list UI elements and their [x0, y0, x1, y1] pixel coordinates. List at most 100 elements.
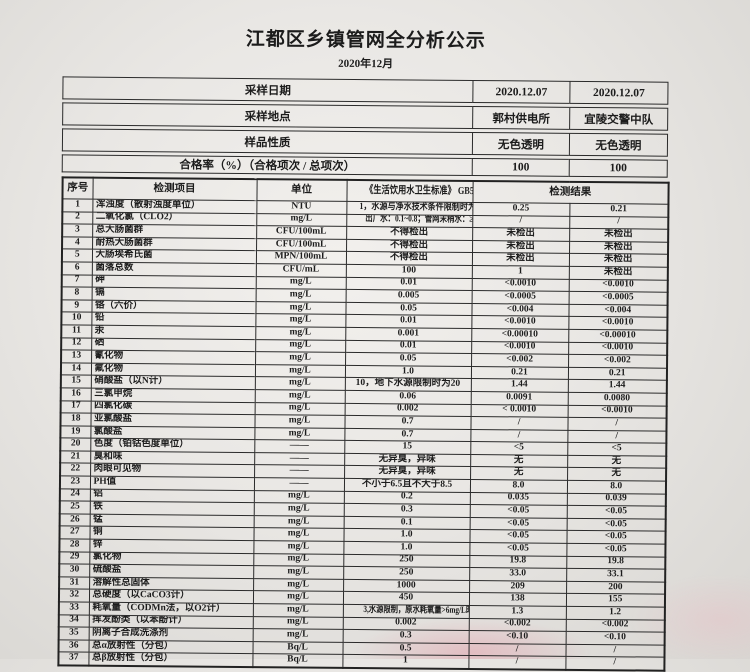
cell-result-1: < 0.0010	[470, 403, 568, 418]
cell-row-number: 27	[59, 526, 90, 540]
cell-unit: mg/L	[253, 540, 344, 555]
cell-row-number: 36	[58, 639, 89, 653]
cell-unit: mg/L	[254, 414, 345, 429]
cell-unit: mg/L	[254, 389, 345, 403]
cell-standard-label: 不得检出	[390, 227, 429, 238]
cell-result-1: <0.0005	[471, 290, 569, 305]
cell-unit: Bq/L	[252, 641, 343, 655]
cell-item-label: 耗氧量（CODMn法，以O2计）	[92, 602, 226, 614]
col-header-standard-label: 《生活饮用水卫生标准》 GB5749	[364, 185, 473, 198]
info-row-label: 采样日期	[62, 76, 473, 103]
cell-result-2: <0.002	[565, 618, 665, 633]
info-row: 样品性质 无色透明 无色透明	[61, 128, 669, 157]
cell-result-2: /	[567, 430, 667, 444]
cell-standard: 不小于6.5且不大于8.5	[343, 478, 471, 493]
cell-result-1: <0.05	[469, 517, 567, 531]
cell-standard-label: 100	[401, 265, 417, 276]
cell-unit: mg/L	[253, 553, 344, 567]
cell-item-label: 总β放射性（分包）	[91, 652, 174, 664]
cell-result-1: 1.3	[468, 605, 566, 619]
cell-result-1: <0.05	[469, 504, 567, 519]
cell-row-number: 35	[58, 627, 89, 640]
cell-standard-label: 无异臭，异味	[378, 453, 436, 465]
cell-standard: 250	[343, 554, 470, 568]
cell-standard-label: 1.0	[401, 365, 414, 377]
cell-standard: 1.0	[343, 528, 470, 543]
cell-standard-label: 0.01	[400, 315, 417, 326]
cell-row-number: 17	[60, 400, 91, 414]
cell-standard: 100	[345, 264, 472, 279]
cell-result-1: <0.05	[469, 542, 567, 556]
cell-standard-label: 0.1	[400, 517, 413, 528]
cell-item-label: 汞	[94, 325, 105, 336]
cell-result-2: <5	[567, 442, 667, 457]
col-header-result: 检测结果	[472, 180, 669, 205]
cell-item-label: 阴离子合成洗涤剂	[92, 627, 169, 639]
cell-unit: CFU/100mL	[256, 238, 347, 252]
cell-row-number: 29	[59, 551, 90, 565]
cell-row-number: 8	[61, 287, 92, 300]
cell-standard: 不得检出	[345, 251, 473, 266]
cell-row-number: 9	[61, 299, 92, 313]
cell-standard: 不得检出	[346, 239, 473, 253]
cell-result-2: /	[565, 644, 665, 658]
cell-unit: mg/L	[256, 213, 347, 227]
cell-result-2: 未检出	[569, 228, 669, 242]
cell-standard: 出厂水：0.1~0.8；管网末稍水：≥0.02	[346, 213, 473, 228]
cell-unit: mg/L	[254, 376, 345, 391]
cell-result-1: <0.0010	[471, 341, 569, 355]
cell-result-1: 未检出	[472, 227, 570, 242]
cell-result-1: /	[470, 416, 568, 431]
cell-unit: mg/L	[252, 616, 343, 630]
cell-unit: mg/L	[255, 313, 346, 328]
cell-item-label: 氟化物	[94, 363, 124, 374]
cell-result-2: <0.00010	[568, 329, 668, 343]
cell-unit: mg/L	[253, 578, 344, 592]
cell-standard: 0.05	[345, 352, 472, 367]
cell-standard: 0.1	[343, 516, 470, 530]
cell-result-1: /	[470, 429, 568, 443]
cell-standard: 0.01	[345, 314, 472, 329]
cell-standard-label: 0.01	[399, 340, 417, 351]
cell-item-label: 氰化物	[94, 350, 124, 361]
cell-row-number: 30	[59, 564, 90, 577]
cell-unit: mg/L	[255, 339, 346, 353]
cell-result-2: 200	[566, 581, 666, 595]
cell-standard: 0.001	[345, 327, 472, 342]
cell-standard: 1	[342, 654, 469, 669]
cell-result-1: 未检出	[471, 252, 570, 267]
cell-standard-label: 0.3	[400, 504, 413, 515]
cell-unit: mg/L	[252, 590, 344, 605]
cell-standard-label: 0.3	[399, 630, 412, 641]
cell-result-2: /	[567, 417, 667, 431]
cell-item-label: 臭和味	[93, 451, 123, 462]
cell-result-2: 无	[567, 455, 667, 469]
cell-result-1: 19.8	[469, 555, 567, 569]
cell-result-1: 无	[470, 454, 568, 468]
cell-standard-label: 3,水源限制，原水耗氧量>6mg/L时为5	[362, 604, 469, 616]
cell-result-1: 0.21	[470, 366, 569, 380]
cell-unit: mg/L	[255, 276, 346, 290]
cell-standard: 1.0	[343, 541, 470, 556]
cell-result-1: <0.002	[471, 353, 569, 368]
cell-standard: 0.01	[345, 276, 472, 291]
info-row-value-2: 2020.12.07	[569, 80, 669, 105]
cell-row-number: 26	[59, 513, 90, 527]
cell-row-number: 3	[62, 224, 93, 237]
cell-row-number: 6	[61, 261, 92, 275]
cell-result-2: <0.05	[566, 505, 666, 520]
cell-item-label: 氯化物	[92, 552, 122, 563]
cell-item-label: 铜	[93, 526, 103, 538]
cell-unit: mg/L	[254, 364, 346, 378]
cell-unit: mg/L	[252, 628, 343, 643]
cell-result-2: <0.05	[566, 518, 666, 532]
cell-standard: 0.06	[344, 390, 471, 404]
cell-result-1: 1.44	[470, 378, 568, 393]
cell-item-label: 耐热大肠菌群	[95, 237, 153, 248]
cell-result-2: 155	[565, 593, 666, 608]
cell-result-2: <0.0010	[568, 341, 668, 356]
cell-unit: mg/L	[253, 565, 344, 580]
cell-item-label: 硒	[94, 338, 105, 349]
info-row-label: 采样地点	[62, 102, 473, 129]
cell-unit: mg/L	[253, 502, 344, 517]
